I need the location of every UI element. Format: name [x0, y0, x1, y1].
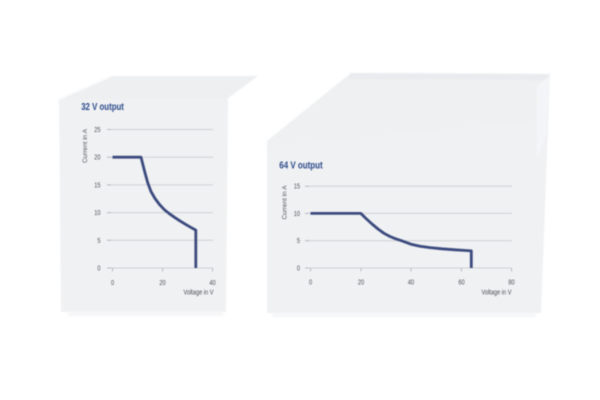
svg-text:40: 40 [408, 280, 414, 287]
svg-text:15: 15 [94, 182, 100, 189]
svg-text:40: 40 [209, 280, 215, 287]
svg-text:32 V output: 32 V output [81, 102, 124, 113]
svg-text:0: 0 [97, 266, 100, 273]
svg-text:20: 20 [159, 280, 165, 287]
svg-text:25: 25 [94, 127, 100, 134]
svg-text:Voltage in V: Voltage in V [482, 290, 512, 297]
svg-text:15: 15 [294, 184, 300, 191]
svg-text:10: 10 [294, 211, 300, 218]
svg-text:20: 20 [358, 280, 364, 287]
svg-text:Current in A: Current in A [82, 128, 89, 163]
svg-text:10: 10 [94, 210, 100, 217]
svg-text:80: 80 [508, 280, 514, 287]
svg-text:0: 0 [309, 280, 312, 287]
svg-text:60: 60 [458, 280, 464, 287]
svg-text:64 V output: 64 V output [279, 161, 323, 172]
svg-text:0: 0 [297, 266, 300, 273]
svg-text:Voltage in V: Voltage in V [184, 290, 214, 297]
svg-text:5: 5 [297, 238, 300, 245]
svg-text:0: 0 [111, 280, 114, 287]
svg-text:20: 20 [94, 155, 100, 162]
svg-text:5: 5 [97, 238, 100, 245]
svg-text:Current in A: Current in A [281, 185, 288, 220]
